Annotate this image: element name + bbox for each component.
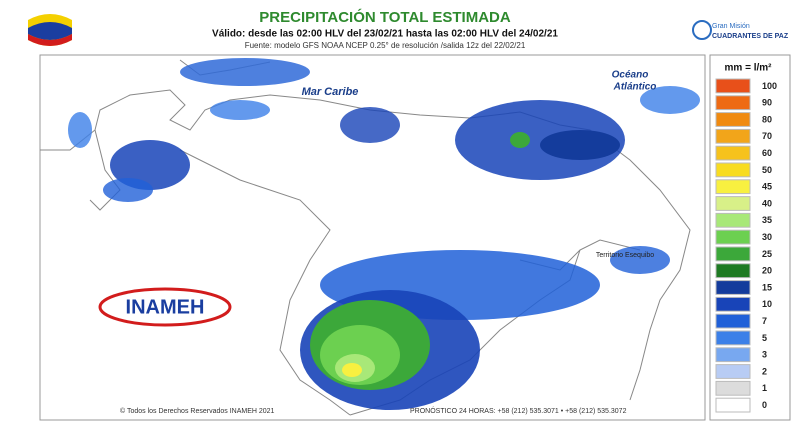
legend-label: 20 xyxy=(762,266,772,276)
legend-label: 50 xyxy=(762,165,772,175)
legend-swatch xyxy=(715,229,751,245)
legend-label: 100 xyxy=(762,81,777,91)
legend-swatch xyxy=(715,364,751,379)
copyright: © Todos los Derechos Reservados INAMEH 2… xyxy=(120,407,275,415)
legend-swatch xyxy=(715,280,751,295)
legend-label: 30 xyxy=(762,232,772,242)
subtitle: Válido: desde las 02:00 HLV del 23/02/21… xyxy=(212,29,558,40)
legend-label: 15 xyxy=(762,282,772,292)
legend-swatch xyxy=(715,347,751,363)
legend-label: 40 xyxy=(762,198,772,208)
legend-label: 25 xyxy=(762,249,772,259)
legend-swatch xyxy=(715,145,751,161)
legend-swatch xyxy=(715,330,751,346)
legend-swatch xyxy=(715,296,751,312)
flag-logo xyxy=(28,14,72,46)
inameh-logo: INAMEH xyxy=(98,287,232,327)
map-label: Territorio Esequibo xyxy=(596,252,654,259)
legend-label: 3 xyxy=(762,350,767,360)
legend-swatch xyxy=(715,397,751,413)
legend-swatch xyxy=(715,380,751,396)
legend-label: 90 xyxy=(762,98,772,108)
right-logo: Gran Misión CUADRANTES DE PAZ xyxy=(692,20,789,40)
precipitation xyxy=(68,58,700,410)
legend-label: 0 xyxy=(762,400,767,410)
logo-text: Gran Misión xyxy=(712,23,750,30)
legend-label: 5 xyxy=(762,333,767,343)
legend-swatch xyxy=(715,128,751,144)
map-label: Mar Caribe xyxy=(302,86,359,98)
legend-label: 80 xyxy=(762,114,772,124)
legend-swatch xyxy=(715,95,751,111)
legend-swatch xyxy=(715,313,751,329)
logo-text: INAMEH xyxy=(126,296,205,318)
legend-swatch xyxy=(715,246,751,262)
legend-label: 1 xyxy=(762,383,767,393)
legend-swatch xyxy=(715,78,751,94)
title: PRECIPITACIÓN TOTAL ESTIMADA xyxy=(259,8,511,26)
legend-swatch xyxy=(715,162,751,178)
legend-label: 7 xyxy=(762,316,767,326)
map-label: Océano xyxy=(612,70,649,81)
legend-label: 2 xyxy=(762,366,767,376)
legend-label: 10 xyxy=(762,299,772,309)
legend-label: 60 xyxy=(762,148,772,158)
phones: PRONÓSTICO 24 HORAS: +58 (212) 535.3071 … xyxy=(410,406,627,415)
legend-swatch xyxy=(715,212,751,228)
legend-swatch xyxy=(715,263,751,279)
legend-swatch xyxy=(715,112,751,127)
legend-swatch xyxy=(715,179,751,195)
legend-swatch xyxy=(715,196,751,211)
legend-label: 45 xyxy=(762,182,772,192)
legend-label: 35 xyxy=(762,215,772,225)
map-label: Atlántico xyxy=(613,82,657,93)
legend-title: mm = l/m² xyxy=(725,63,773,74)
source: Fuente: modelo GFS NOAA NCEP 0.25° de re… xyxy=(245,41,526,50)
legend-label: 70 xyxy=(762,131,772,141)
logo-text: CUADRANTES DE PAZ xyxy=(712,33,789,40)
